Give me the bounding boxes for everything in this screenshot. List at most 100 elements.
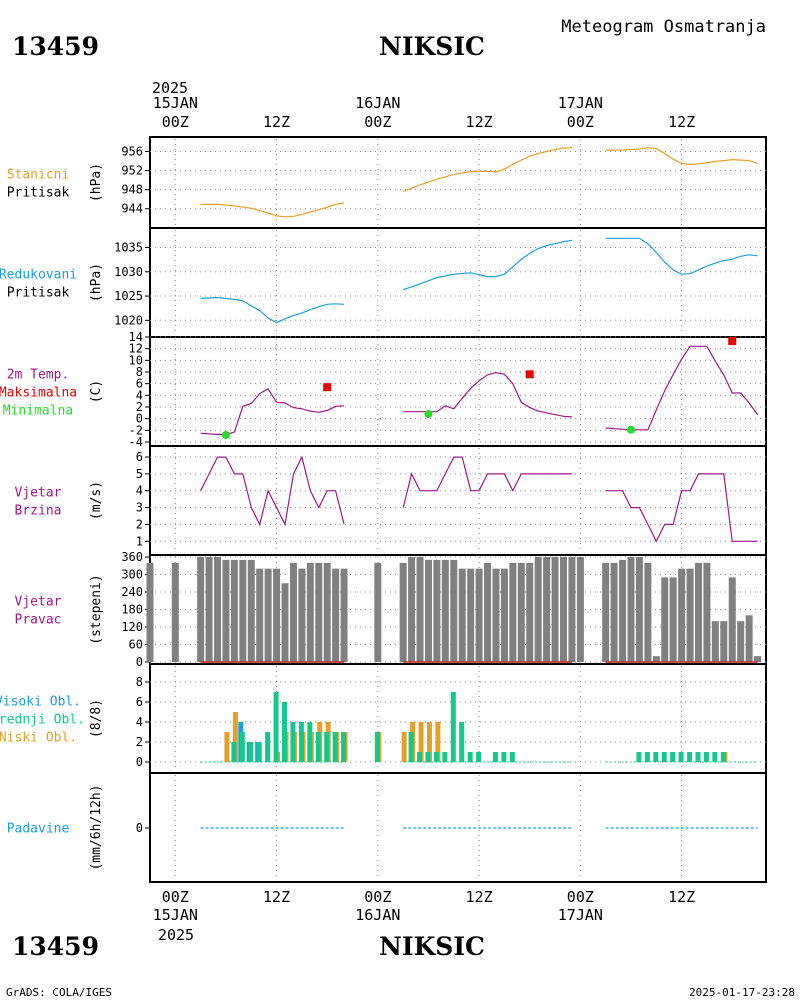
cloud-bar — [687, 752, 693, 762]
panel-reduced_pressure: 1020 1025 1030 1035 (hPa) Redukovani Pritisak — [0, 227, 766, 335]
cloud-bar — [324, 732, 330, 762]
series-label: Vjetar — [15, 595, 62, 610]
direction-bar — [247, 559, 255, 662]
series-label: Visoki Obl. — [0, 695, 81, 710]
series-label: Stanicni — [7, 168, 70, 183]
cloud-bar — [450, 692, 456, 762]
footer-source: GrADS: COLA/IGES — [6, 986, 112, 999]
direction-bar — [551, 557, 559, 662]
y-tick-label: 240 — [121, 585, 143, 599]
direction-bar — [568, 557, 576, 662]
y-tick-label: 0 — [136, 412, 143, 426]
panel-station_pressure: 944 948 952 956 (hPa) Stanicni Pritisak — [7, 139, 766, 226]
series-label: Pravac — [15, 613, 62, 628]
direction-bar — [281, 583, 289, 662]
cloud-bar — [232, 712, 238, 762]
direction-bar — [197, 557, 205, 662]
cloud-bar — [401, 732, 407, 762]
y-tick-label: 180 — [121, 603, 143, 617]
y-tick-label: 2 — [136, 517, 143, 531]
cloud-bar — [332, 732, 338, 762]
direction-bar — [467, 568, 475, 662]
direction-bar — [458, 568, 466, 662]
series-line — [200, 202, 345, 218]
cloud-bar — [265, 732, 271, 762]
y-unit-label: (stepeni) — [89, 574, 104, 644]
cloud-bar — [442, 752, 448, 762]
station-name-bottom: NIKSIC — [379, 932, 485, 961]
series-label: Srednji Obl. — [0, 713, 85, 728]
direction-bar — [273, 568, 281, 662]
bottom-hour-label: 12Z — [263, 888, 290, 906]
tmin-marker — [424, 410, 433, 418]
y-tick-label: 360 — [121, 550, 143, 564]
y-tick-label: 0 — [136, 655, 143, 669]
direction-bar — [230, 559, 238, 662]
direction-bar — [559, 557, 567, 662]
cloud-bar — [661, 752, 667, 762]
direction-bar — [543, 557, 551, 662]
direction-bar — [754, 656, 762, 662]
station-id-bottom: 13459 — [12, 932, 99, 961]
direction-bar — [627, 557, 635, 662]
bottom-hour-label: 12Z — [668, 888, 695, 906]
bottom-date-label: 15JAN — [153, 906, 198, 924]
direction-bar — [534, 557, 542, 662]
series-line — [605, 473, 758, 543]
panel-wind_speed: 1 2 3 4 5 6 (m/s) Vjetar Brzina — [15, 445, 766, 553]
y-tick-label: 60 — [129, 638, 143, 652]
panel-clouds: 0 2 4 6 8 (8/8) Visoki Obl. Srednji Obl. Niski O… — [0, 663, 766, 771]
top-hour-label: 00Z — [567, 113, 594, 131]
y-tick-label: 0 — [136, 821, 143, 835]
cloud-bar — [720, 752, 726, 762]
tmax-marker — [728, 337, 737, 346]
top-hour-label: 00Z — [162, 113, 189, 131]
year-bottom: 2025 — [158, 926, 194, 944]
series-label: Maksimalna — [0, 386, 77, 401]
series-line — [403, 371, 572, 418]
y-tick-label: 4 — [136, 715, 143, 729]
y-tick-label: 1030 — [114, 265, 143, 279]
direction-bar — [652, 656, 660, 662]
y-tick-label: -4 — [129, 435, 143, 449]
direction-bar — [214, 557, 222, 662]
direction-bar — [264, 568, 272, 662]
y-tick-label: 8 — [136, 365, 143, 379]
series-line — [403, 239, 572, 291]
year-top: 2025 — [152, 79, 188, 97]
direction-bar — [610, 562, 618, 662]
direction-bar — [517, 562, 525, 662]
bottom-hour-label: 00Z — [364, 888, 391, 906]
direction-bar — [475, 568, 483, 662]
direction-bar — [222, 559, 230, 662]
direction-bar — [298, 568, 306, 662]
direction-bar — [256, 568, 264, 662]
bottom-hour-label: 12Z — [466, 888, 493, 906]
series-label: Brzina — [15, 504, 62, 519]
y-tick-label: 5 — [136, 467, 143, 481]
series-label: Pritisak — [7, 286, 70, 301]
cloud-bar — [459, 722, 465, 762]
series-line — [402, 456, 572, 508]
y-tick-label: 1025 — [114, 289, 143, 303]
direction-bar — [323, 562, 331, 662]
panels: 944948952956(hPa)StanicniPritisak1020102… — [0, 139, 766, 880]
direction-bar — [315, 562, 323, 662]
series-line — [200, 296, 345, 324]
chart-title: Meteogram Osmatranja — [561, 17, 766, 37]
tmin-marker — [626, 425, 635, 434]
y-tick-label: 1035 — [114, 241, 143, 255]
direction-bar — [737, 621, 745, 662]
direction-bar — [332, 568, 340, 662]
direction-bar — [635, 557, 643, 662]
series-label: Niski Obl. — [0, 731, 77, 746]
direction-bar — [576, 557, 584, 662]
direction-bar — [661, 577, 669, 662]
series-label: Padavine — [7, 822, 70, 837]
cloud-bar — [476, 752, 482, 762]
cloud-bar — [678, 752, 684, 762]
direction-bar — [340, 568, 348, 662]
cloud-bar — [290, 722, 296, 762]
y-unit-label: (mm/6h/12h) — [89, 784, 104, 870]
panel-wind_direction: 0 60 120 180 240 300 360 (stepeni) Vjetar Pravac — [15, 550, 766, 669]
